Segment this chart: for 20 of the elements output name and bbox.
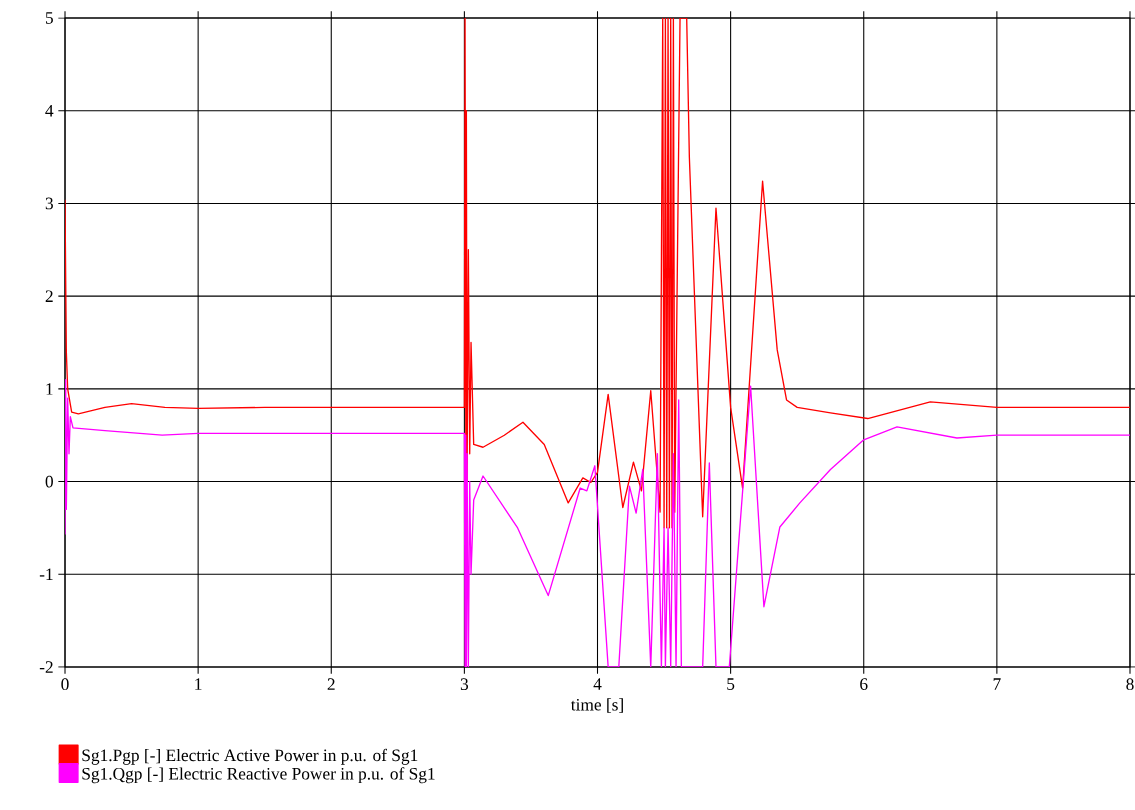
x-tick-label: 0 <box>61 678 69 691</box>
y-tick-label: -2 <box>39 661 53 673</box>
y-tick-label: 1 <box>46 383 53 395</box>
x-tick-label: 1 <box>195 678 202 690</box>
x-tick-label: 3 <box>460 678 469 691</box>
x-tick-label: 4 <box>593 678 602 690</box>
legend-label: Sg1.Qgp [-] Electric Reactive Power in p.u. of Sg1 <box>82 767 435 784</box>
y-tick-label: 0 <box>45 475 53 488</box>
y-tick-label: 3 <box>45 197 53 210</box>
x-tick-label: 7 <box>993 678 1001 690</box>
legend-label: Sg1.Pgp [-] Electric Active Power in p.u. of Sg1 <box>82 748 418 765</box>
x-tick-label: 8 <box>1126 678 1134 691</box>
x-tick-label: 2 <box>327 678 335 690</box>
y-tick-label: 2 <box>45 290 53 302</box>
y-tick-label: -1 <box>39 568 53 580</box>
x-axis-title: time [s] <box>570 698 623 713</box>
y-tick-label: 5 <box>45 12 53 24</box>
x-tick-label: 6 <box>860 678 868 691</box>
x-tick-label: 5 <box>727 678 735 690</box>
y-tick-label: 4 <box>45 105 54 117</box>
